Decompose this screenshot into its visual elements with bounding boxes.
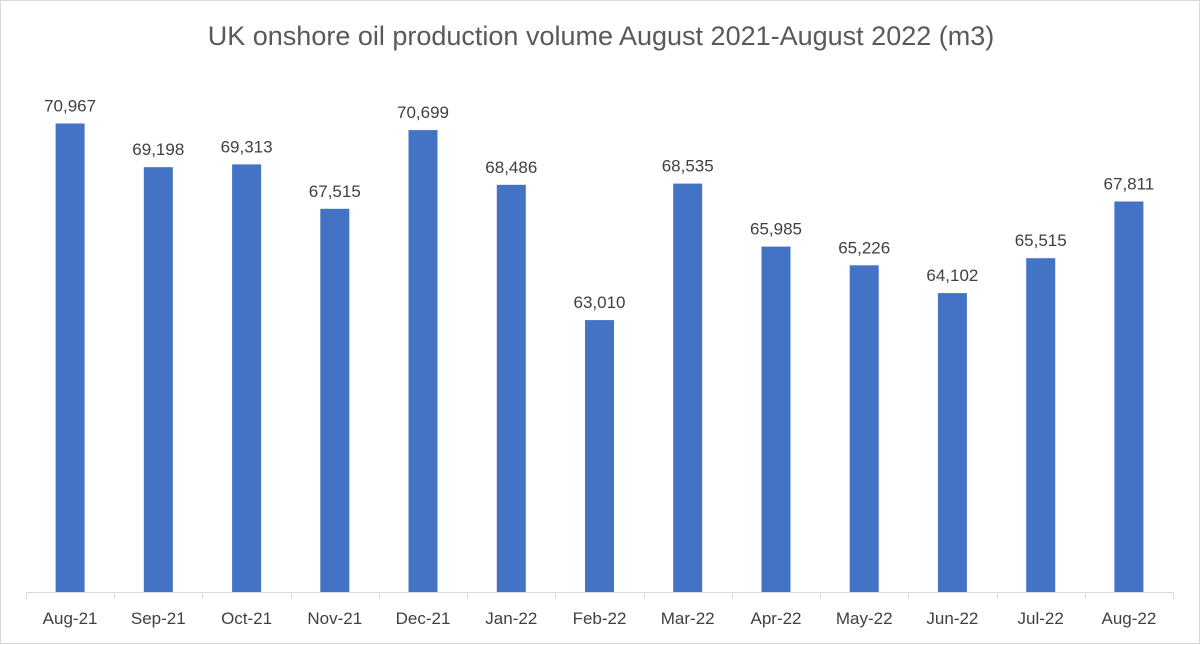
data-label-nov-21: 67,515 — [309, 182, 361, 201]
x-tick-label-jul-22: Jul-22 — [1018, 609, 1064, 628]
data-label-aug-21: 70,967 — [44, 97, 96, 116]
data-label-dec-21: 70,699 — [397, 103, 449, 122]
x-tick-label-nov-21: Nov-21 — [307, 609, 362, 628]
data-label-jun-22: 64,102 — [926, 266, 978, 285]
bar-dec-21 — [408, 130, 438, 592]
bar-may-22 — [849, 265, 879, 592]
x-tick-label-apr-22: Apr-22 — [750, 609, 801, 628]
bar-feb-22 — [585, 320, 614, 592]
bar-apr-22 — [761, 246, 791, 592]
data-label-oct-21: 69,313 — [221, 137, 273, 156]
labels-layer: 70,967 Aug-21 69,198 Sep-21 69,313 Oct-21 67,5… — [43, 97, 1157, 629]
data-label-jul-22: 65,515 — [1015, 231, 1067, 250]
bar-mar-22 — [673, 183, 703, 592]
x-tick-label-aug-21: Aug-21 — [43, 609, 98, 628]
x-tick-label-jan-22: Jan-22 — [485, 609, 537, 628]
ticks-layer — [26, 592, 1174, 599]
x-tick-label-jun-22: Jun-22 — [926, 609, 978, 628]
x-tick-label-feb-22: Feb-22 — [573, 609, 627, 628]
bar-jan-22 — [496, 184, 526, 593]
bar-nov-21 — [320, 208, 350, 593]
x-tick-label-may-22: May-22 — [836, 609, 893, 628]
x-tick-label-dec-21: Dec-21 — [396, 609, 451, 628]
bar-aug-22 — [1114, 201, 1144, 592]
bar-jul-22 — [1026, 258, 1056, 592]
x-tick-label-oct-21: Oct-21 — [221, 609, 272, 628]
data-label-aug-22: 67,811 — [1104, 175, 1155, 194]
x-tick-label-mar-22: Mar-22 — [661, 609, 715, 628]
data-label-may-22: 65,226 — [838, 238, 890, 257]
data-label-sep-21: 69,198 — [132, 140, 184, 159]
chart-title: UK onshore oil production volume August … — [207, 21, 995, 51]
bar-aug-21 — [55, 123, 85, 592]
x-tick-label-sep-21: Sep-21 — [131, 609, 186, 628]
data-label-feb-22: 63,010 — [574, 293, 626, 312]
data-label-apr-22: 65,985 — [750, 220, 802, 239]
bar-oct-21 — [232, 164, 262, 592]
data-label-mar-22: 68,535 — [662, 157, 714, 176]
bar-jun-22 — [937, 293, 967, 592]
bars-layer — [55, 123, 1144, 593]
x-tick-label-aug-22: Aug-22 — [1101, 609, 1156, 628]
data-label-jan-22: 68,486 — [485, 158, 537, 177]
bar-sep-21 — [143, 167, 173, 592]
